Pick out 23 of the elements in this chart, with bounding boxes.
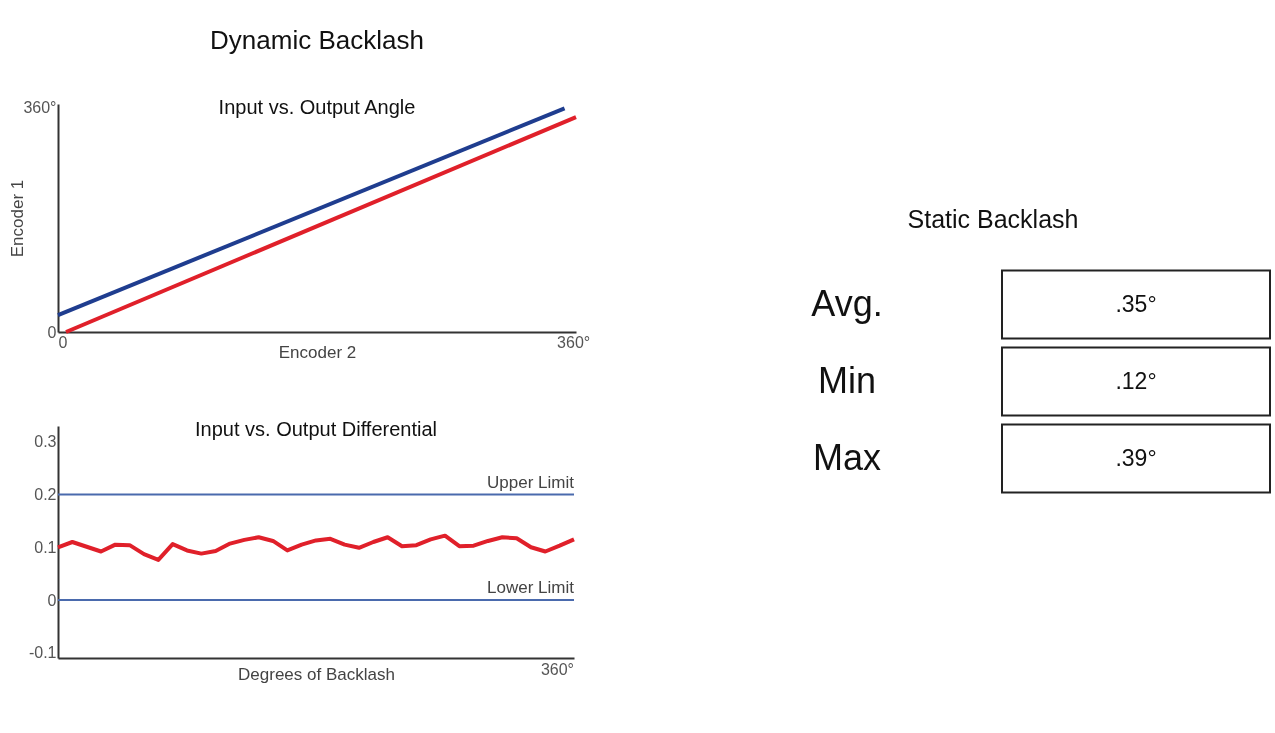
ref-line-label: Upper Limit (487, 472, 575, 492)
text: Static Backlash (907, 205, 1079, 233)
text: 360° (540, 661, 574, 678)
y-tick-label: -0.1 (28, 644, 57, 662)
text: .12° (1115, 367, 1157, 394)
chart-title: Dynamic Backlash (210, 25, 424, 55)
y-axis-title: Encoder 1 (8, 179, 28, 258)
y-tick-label: 0 (47, 591, 57, 609)
y-tick-label: 360° (23, 98, 57, 116)
ref-line-label: Lower Limit (487, 578, 575, 597)
line-series (56, 533, 576, 562)
chart-subtitle: Input vs. Output Angle (218, 96, 416, 118)
y-tick-label: 0.3 (34, 433, 57, 451)
chart-subtitle: Input vs. Output Differential (195, 418, 437, 440)
text: .35° (1115, 290, 1157, 317)
y-tick-label: 0.1 (34, 538, 57, 556)
text: .39° (1115, 444, 1157, 471)
x-axis-title: Degrees of Backlash (238, 664, 395, 684)
y-tick-label: 0.2 (34, 486, 57, 504)
category-label: Max (812, 436, 882, 478)
x-axis-title: Encoder 2 (278, 342, 357, 362)
category-label: Avg. (811, 282, 883, 324)
category-label: Min (817, 359, 877, 401)
